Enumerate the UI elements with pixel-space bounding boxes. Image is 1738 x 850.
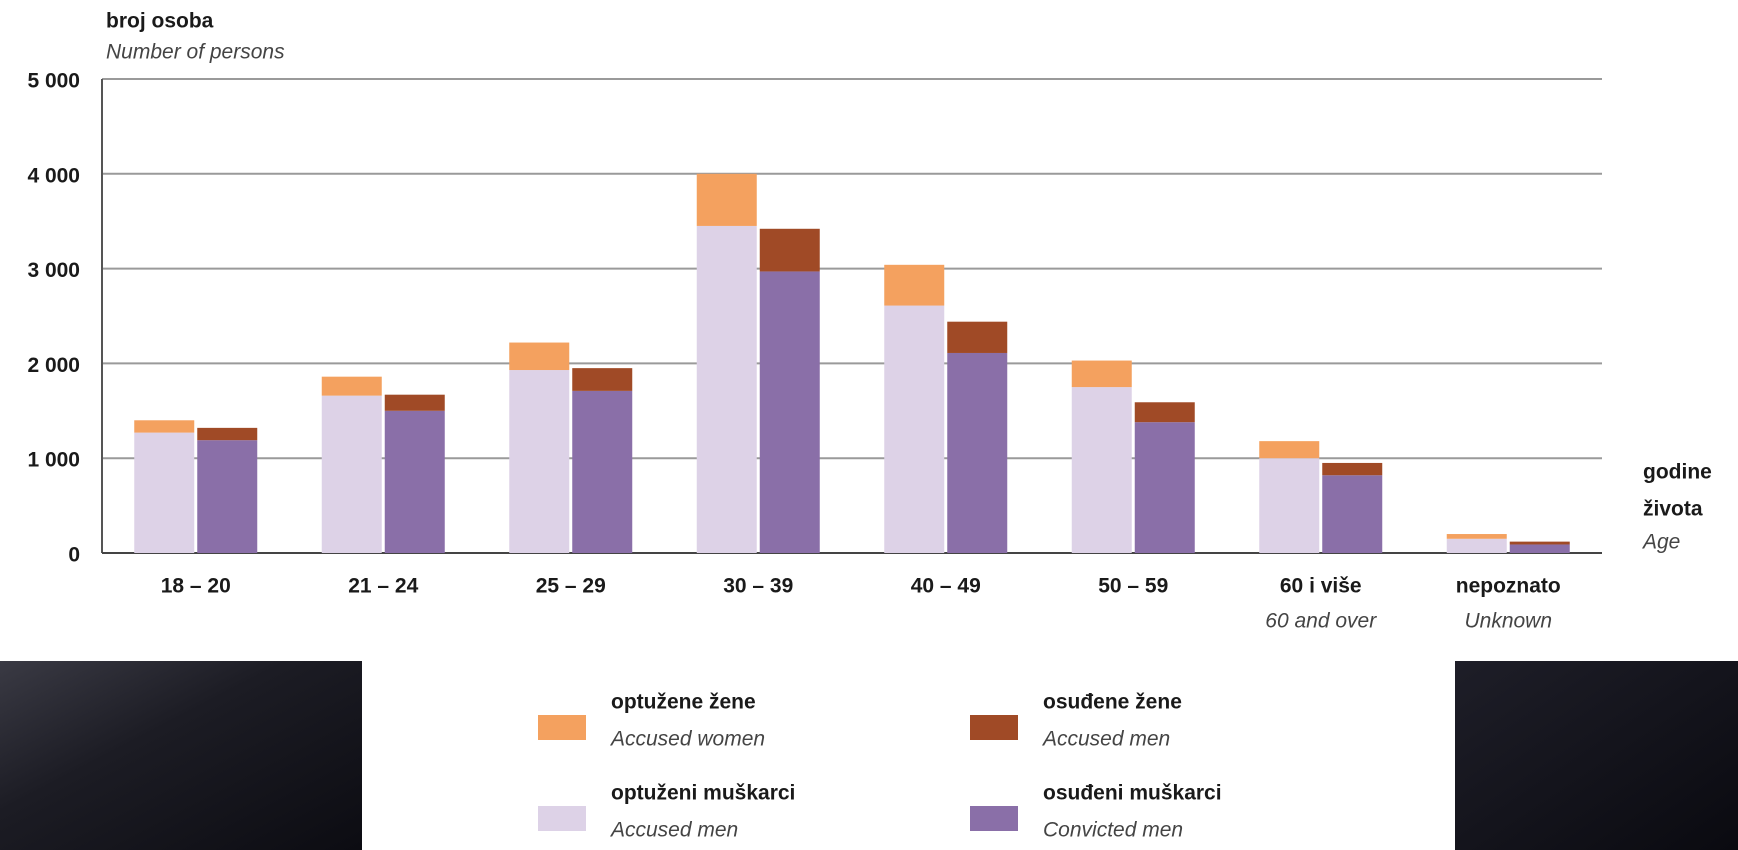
legend-label: optužene žene [611, 691, 756, 714]
legend-label: osuđene žene [1043, 691, 1182, 714]
x-tick-label: 60 i više [1280, 575, 1362, 598]
x-axis-label-en: Age [1641, 531, 1680, 554]
x-tick-label: 21 – 24 [348, 575, 418, 598]
decor-image [0, 661, 362, 850]
y-axis-label-en: Number of persons [106, 41, 285, 64]
bar-segment [1259, 458, 1320, 553]
bar-segment [1446, 534, 1507, 539]
x-tick-label-en: 60 and over [1265, 610, 1377, 633]
bar-segment [572, 390, 633, 553]
bar-segment [759, 271, 820, 553]
y-tick-label: 3 000 [27, 259, 80, 282]
bar-segment [384, 394, 445, 411]
y-tick-label: 1 000 [27, 449, 80, 472]
bar-segment [134, 420, 195, 433]
x-tick-label: 25 – 29 [536, 575, 606, 598]
bar-segment [197, 440, 258, 553]
bar-segment [1509, 544, 1570, 553]
x-tick-label: 18 – 20 [161, 575, 231, 598]
legend-swatch [538, 715, 586, 740]
x-tick-label: 30 – 39 [723, 575, 793, 598]
bar-segment [197, 427, 258, 441]
legend-label-en: Convicted men [1043, 819, 1183, 842]
x-tick-label: nepoznato [1456, 575, 1561, 598]
x-tick-label: 40 – 49 [911, 575, 981, 598]
bar-segment [134, 432, 195, 553]
x-tick-label-en: Unknown [1464, 610, 1552, 633]
bar-segment [1134, 402, 1195, 423]
x-axis-label: godine [1643, 461, 1712, 484]
legend-label-en: Accused men [1041, 728, 1170, 751]
x-axis-label: života [1643, 498, 1703, 521]
legend-label: optuženi muškarci [611, 782, 795, 805]
bar-segment [696, 173, 757, 226]
bar-segment [1071, 387, 1132, 553]
bar-segment [1259, 441, 1320, 459]
bar-segment [884, 305, 945, 553]
x-tick-label: 50 – 59 [1098, 575, 1168, 598]
bar-segment [947, 352, 1008, 553]
y-tick-label: 4 000 [27, 164, 80, 187]
bar-segment [1509, 541, 1570, 545]
bar-segment [1322, 475, 1383, 553]
bar-segment [321, 376, 382, 396]
y-tick-label: 0 [68, 544, 80, 567]
bar-segment [1322, 462, 1383, 476]
legend-label-en: Accused women [609, 728, 765, 751]
legend-label: osuđeni muškarci [1043, 782, 1222, 805]
y-axis-label: broj osoba [106, 10, 214, 33]
y-tick-label: 2 000 [27, 354, 80, 377]
legend-swatch [538, 806, 586, 831]
bar-segment [509, 370, 570, 553]
bar-segment [321, 395, 382, 553]
bar-segment [1071, 360, 1132, 388]
y-tick-label: 5 000 [27, 70, 80, 93]
bar-segment [1134, 422, 1195, 553]
bar-segment [509, 342, 570, 371]
bar-segment [572, 368, 633, 391]
legend-swatch [970, 715, 1018, 740]
bar-segment [696, 225, 757, 553]
bar-segment [884, 264, 945, 306]
decor-image [1455, 661, 1738, 850]
legend-label-en: Accused men [609, 819, 738, 842]
bar-segment [1446, 538, 1507, 553]
bar-segment [759, 228, 820, 272]
legend-swatch [970, 806, 1018, 831]
bar-segment [947, 321, 1008, 353]
bar-segment [384, 410, 445, 553]
